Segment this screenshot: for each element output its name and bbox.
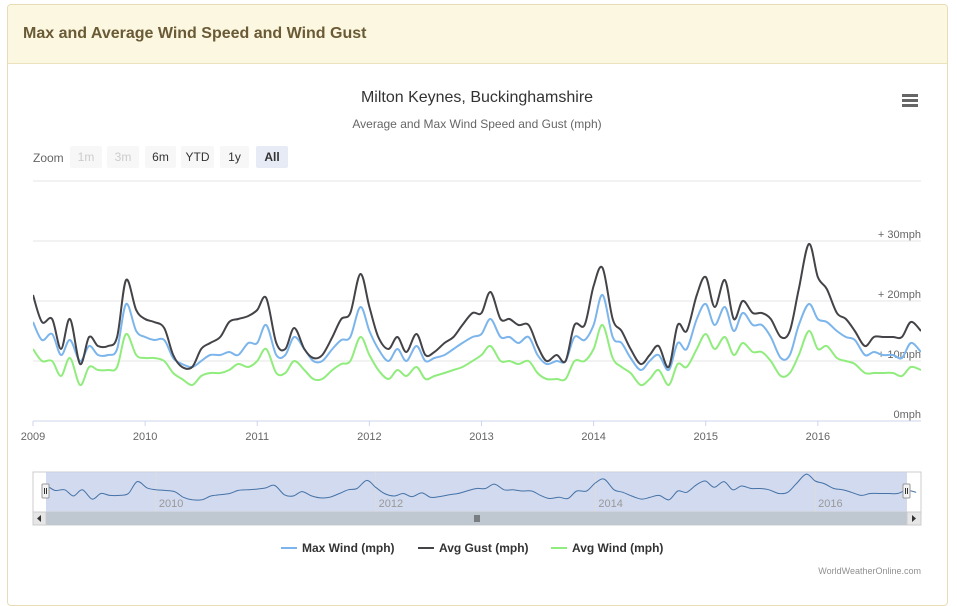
x-tick-label: 2010: [133, 431, 157, 443]
y-tick-label: + 10mph: [878, 349, 921, 361]
x-tick-label: 2011: [245, 431, 269, 443]
x-tick-label: 2009: [21, 431, 45, 443]
navigator-label: 2012: [379, 498, 403, 510]
series-line-avg-gust: [33, 242, 921, 370]
y-tick-label: + 20mph: [878, 289, 921, 301]
legend-label: Max Wind (mph): [302, 541, 395, 555]
navigator-label: 2016: [818, 498, 842, 510]
legend-label: Avg Gust (mph): [439, 541, 529, 555]
navigator-handle-right[interactable]: [902, 483, 911, 499]
zoom-label: Zoom: [33, 151, 64, 165]
y-tick-label: 0mph: [893, 409, 921, 421]
x-tick-label: 2014: [581, 431, 605, 443]
zoom-button-label: YTD: [186, 150, 210, 164]
navigator-series: [45, 473, 917, 501]
navigator-label: 2014: [598, 498, 622, 510]
zoom-buttons: 1m 3m 6m YTD 1y All: [70, 146, 288, 168]
chart-subtitle: Average and Max Wind Speed and Gust (mph…: [352, 117, 601, 131]
series-line-avg-wind: [33, 323, 921, 387]
zoom-button-label: 1m: [78, 150, 95, 164]
legend-item-max-wind[interactable]: Max Wind (mph): [281, 541, 395, 555]
navigator-mask[interactable]: [46, 472, 907, 512]
menu-icon[interactable]: [896, 88, 924, 112]
credit-link[interactable]: WorldWeatherOnline.com: [818, 566, 921, 576]
legend-label: Avg Wind (mph): [572, 541, 663, 555]
navigator-grid: 2010 2012 2014 2016: [155, 472, 843, 512]
panel-title: Max and Average Wind Speed and Wind Gust: [23, 25, 367, 42]
x-tick-label: 2015: [693, 431, 717, 443]
zoom-button-1m[interactable]: 1m: [70, 146, 102, 168]
zoom-button-label: 6m: [152, 150, 169, 164]
navigator-label: 2010: [159, 498, 183, 510]
x-tick-label: 2016: [806, 431, 830, 443]
scroll-right-arrow-icon: [912, 515, 916, 522]
scrollbar[interactable]: [32, 511, 922, 526]
zoom-button-6m[interactable]: 6m: [145, 146, 176, 168]
zoom-button-label: 3m: [115, 150, 132, 164]
y-tick-label: + 30mph: [878, 229, 921, 241]
panel-heading: Max and Average Wind Speed and Wind Gust: [8, 5, 947, 64]
legend: Max Wind (mph) Avg Gust (mph) Avg Wind (mp…: [281, 541, 663, 555]
scroll-left-arrow-icon: [37, 515, 41, 522]
chart-title: Milton Keynes, Buckinghamshire: [361, 89, 593, 106]
series-group: [33, 242, 921, 387]
navigator-handle-left[interactable]: [41, 483, 50, 499]
wind-chart: Milton Keynes, Buckinghamshire Average a…: [20, 88, 924, 576]
x-tick-label: 2012: [357, 431, 381, 443]
series-line-max-wind: [33, 293, 921, 372]
zoom-button-label: 1y: [228, 150, 241, 164]
x-tick-label: 2013: [469, 431, 493, 443]
zoom-button-1y[interactable]: 1y: [220, 146, 249, 168]
zoom-button-3m[interactable]: 3m: [107, 146, 139, 168]
legend-item-avg-gust[interactable]: Avg Gust (mph): [418, 541, 529, 555]
zoom-button-all[interactable]: All: [256, 146, 288, 168]
x-axis-labels: 2009 2010 2011 2012 2013 2014 2015 2016: [21, 421, 830, 443]
y-axis-labels: 0mph + 10mph + 20mph + 30mph: [878, 229, 921, 421]
grid: [33, 180, 921, 362]
zoom-button-ytd[interactable]: YTD: [181, 146, 214, 168]
legend-item-avg-wind[interactable]: Avg Wind (mph): [551, 541, 663, 555]
zoom-button-label: All: [264, 150, 279, 164]
navigator[interactable]: 2010 2012 2014 2016: [32, 471, 922, 513]
